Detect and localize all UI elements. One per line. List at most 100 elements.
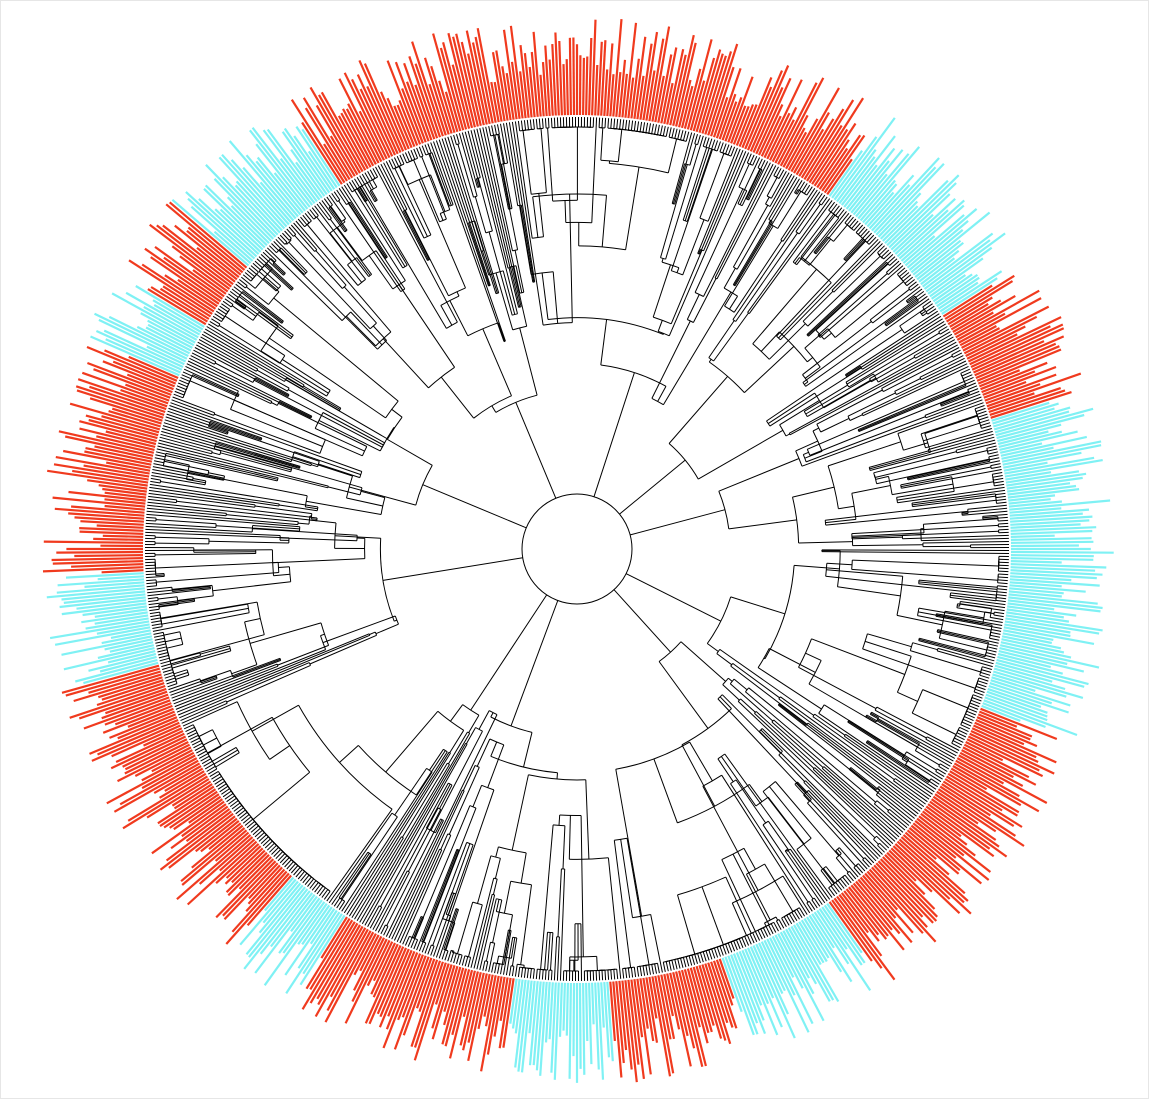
tree-branch <box>999 529 1009 530</box>
tree-branch <box>980 675 990 678</box>
tree-branch <box>168 411 229 431</box>
tree-branch <box>698 430 783 479</box>
tree-branch <box>548 932 551 970</box>
tip-label <box>56 552 143 553</box>
tree-branch <box>309 520 336 523</box>
tree-branch <box>463 765 475 790</box>
tree-branch <box>746 874 770 920</box>
tree-branch <box>160 437 213 451</box>
tree-branch <box>971 700 980 704</box>
tree-branch <box>611 970 612 980</box>
tree-branch <box>146 520 156 521</box>
tree-branch <box>445 951 448 961</box>
tree-arc <box>320 440 326 454</box>
tree-branch <box>897 482 994 498</box>
tree-branch <box>666 962 668 972</box>
tree-branch <box>799 667 877 708</box>
tree-branch <box>605 118 606 128</box>
tree-branch <box>164 461 209 470</box>
tree-branch <box>940 389 978 404</box>
tree-branch <box>981 423 991 426</box>
tree-branch <box>994 481 1004 483</box>
tree-branch <box>695 134 698 144</box>
tree-branch <box>709 139 712 149</box>
tree-branch <box>157 647 167 649</box>
tip-label <box>102 570 144 572</box>
tree-branch <box>155 638 165 640</box>
tree-branch <box>215 446 362 488</box>
tree-branch <box>974 692 983 695</box>
tree-branch <box>698 953 701 963</box>
tree-branch <box>669 376 728 443</box>
tree-branch <box>723 144 727 153</box>
tree-branch <box>611 118 612 128</box>
tree-branch <box>152 627 162 629</box>
tree-branch <box>557 937 559 981</box>
tree-branch <box>993 476 1003 478</box>
tree-branch <box>239 296 278 325</box>
tree-arc <box>236 747 239 752</box>
tree-arc <box>652 398 664 404</box>
tree-branch <box>666 136 704 259</box>
tree-branch <box>988 449 998 451</box>
tree-branch <box>915 337 953 358</box>
tip-label <box>1011 536 1055 537</box>
tip-label <box>570 38 571 115</box>
tree-branch <box>154 635 164 637</box>
tip-label <box>601 982 604 1027</box>
tree-branch <box>383 339 428 388</box>
tree-branch <box>806 653 822 660</box>
tree-branch <box>728 943 732 952</box>
tip-label <box>564 983 565 1031</box>
tree-branch <box>776 917 778 920</box>
tree-arc <box>804 411 807 416</box>
tree-branch <box>976 408 986 411</box>
tree-branch <box>658 320 662 331</box>
tree-branch <box>495 125 497 135</box>
tree-branch <box>620 119 621 129</box>
tree-branch <box>631 121 632 131</box>
tree-branch <box>146 580 156 581</box>
tree-branch <box>235 301 256 316</box>
tree-branch <box>662 259 663 263</box>
tree-branch <box>839 848 855 866</box>
tree-branch <box>348 265 362 283</box>
tree-branch <box>925 416 978 434</box>
tree-branch <box>681 958 684 968</box>
tree-branch <box>812 639 905 675</box>
tree-branch <box>152 624 162 626</box>
tree-branch <box>156 452 166 454</box>
tip-label <box>1011 542 1093 543</box>
tree-branch <box>813 428 819 431</box>
tree-branch <box>530 120 531 130</box>
tree-branch <box>521 885 532 965</box>
tip-label <box>103 536 143 537</box>
tree-branch <box>631 968 632 978</box>
tree-branch <box>997 502 1007 503</box>
tree-branch <box>489 126 491 136</box>
tree-branch <box>865 641 911 656</box>
tree-branch <box>174 394 183 398</box>
tree-branch <box>703 137 706 147</box>
tree-branch <box>998 580 1008 581</box>
tree-branch <box>614 840 630 967</box>
tree-branch <box>428 144 432 153</box>
tree-branch <box>794 565 839 569</box>
tree-branch <box>608 970 609 980</box>
tree-branch <box>826 576 997 595</box>
tree-branch <box>340 745 359 762</box>
tree-branch <box>998 571 1008 572</box>
tree-branch <box>991 632 1001 634</box>
tree-branch <box>213 582 291 591</box>
tree-branch <box>563 826 565 869</box>
tree-branch <box>640 122 642 132</box>
tree-arc <box>678 877 726 895</box>
tree-branch <box>417 148 421 157</box>
tree-branch <box>486 942 490 961</box>
tree-branch <box>342 772 432 911</box>
tree-branch <box>316 251 346 286</box>
tree-branch <box>789 342 956 433</box>
tree-branch <box>158 597 177 599</box>
tree-branch <box>666 127 668 137</box>
tree-branch <box>761 332 779 352</box>
